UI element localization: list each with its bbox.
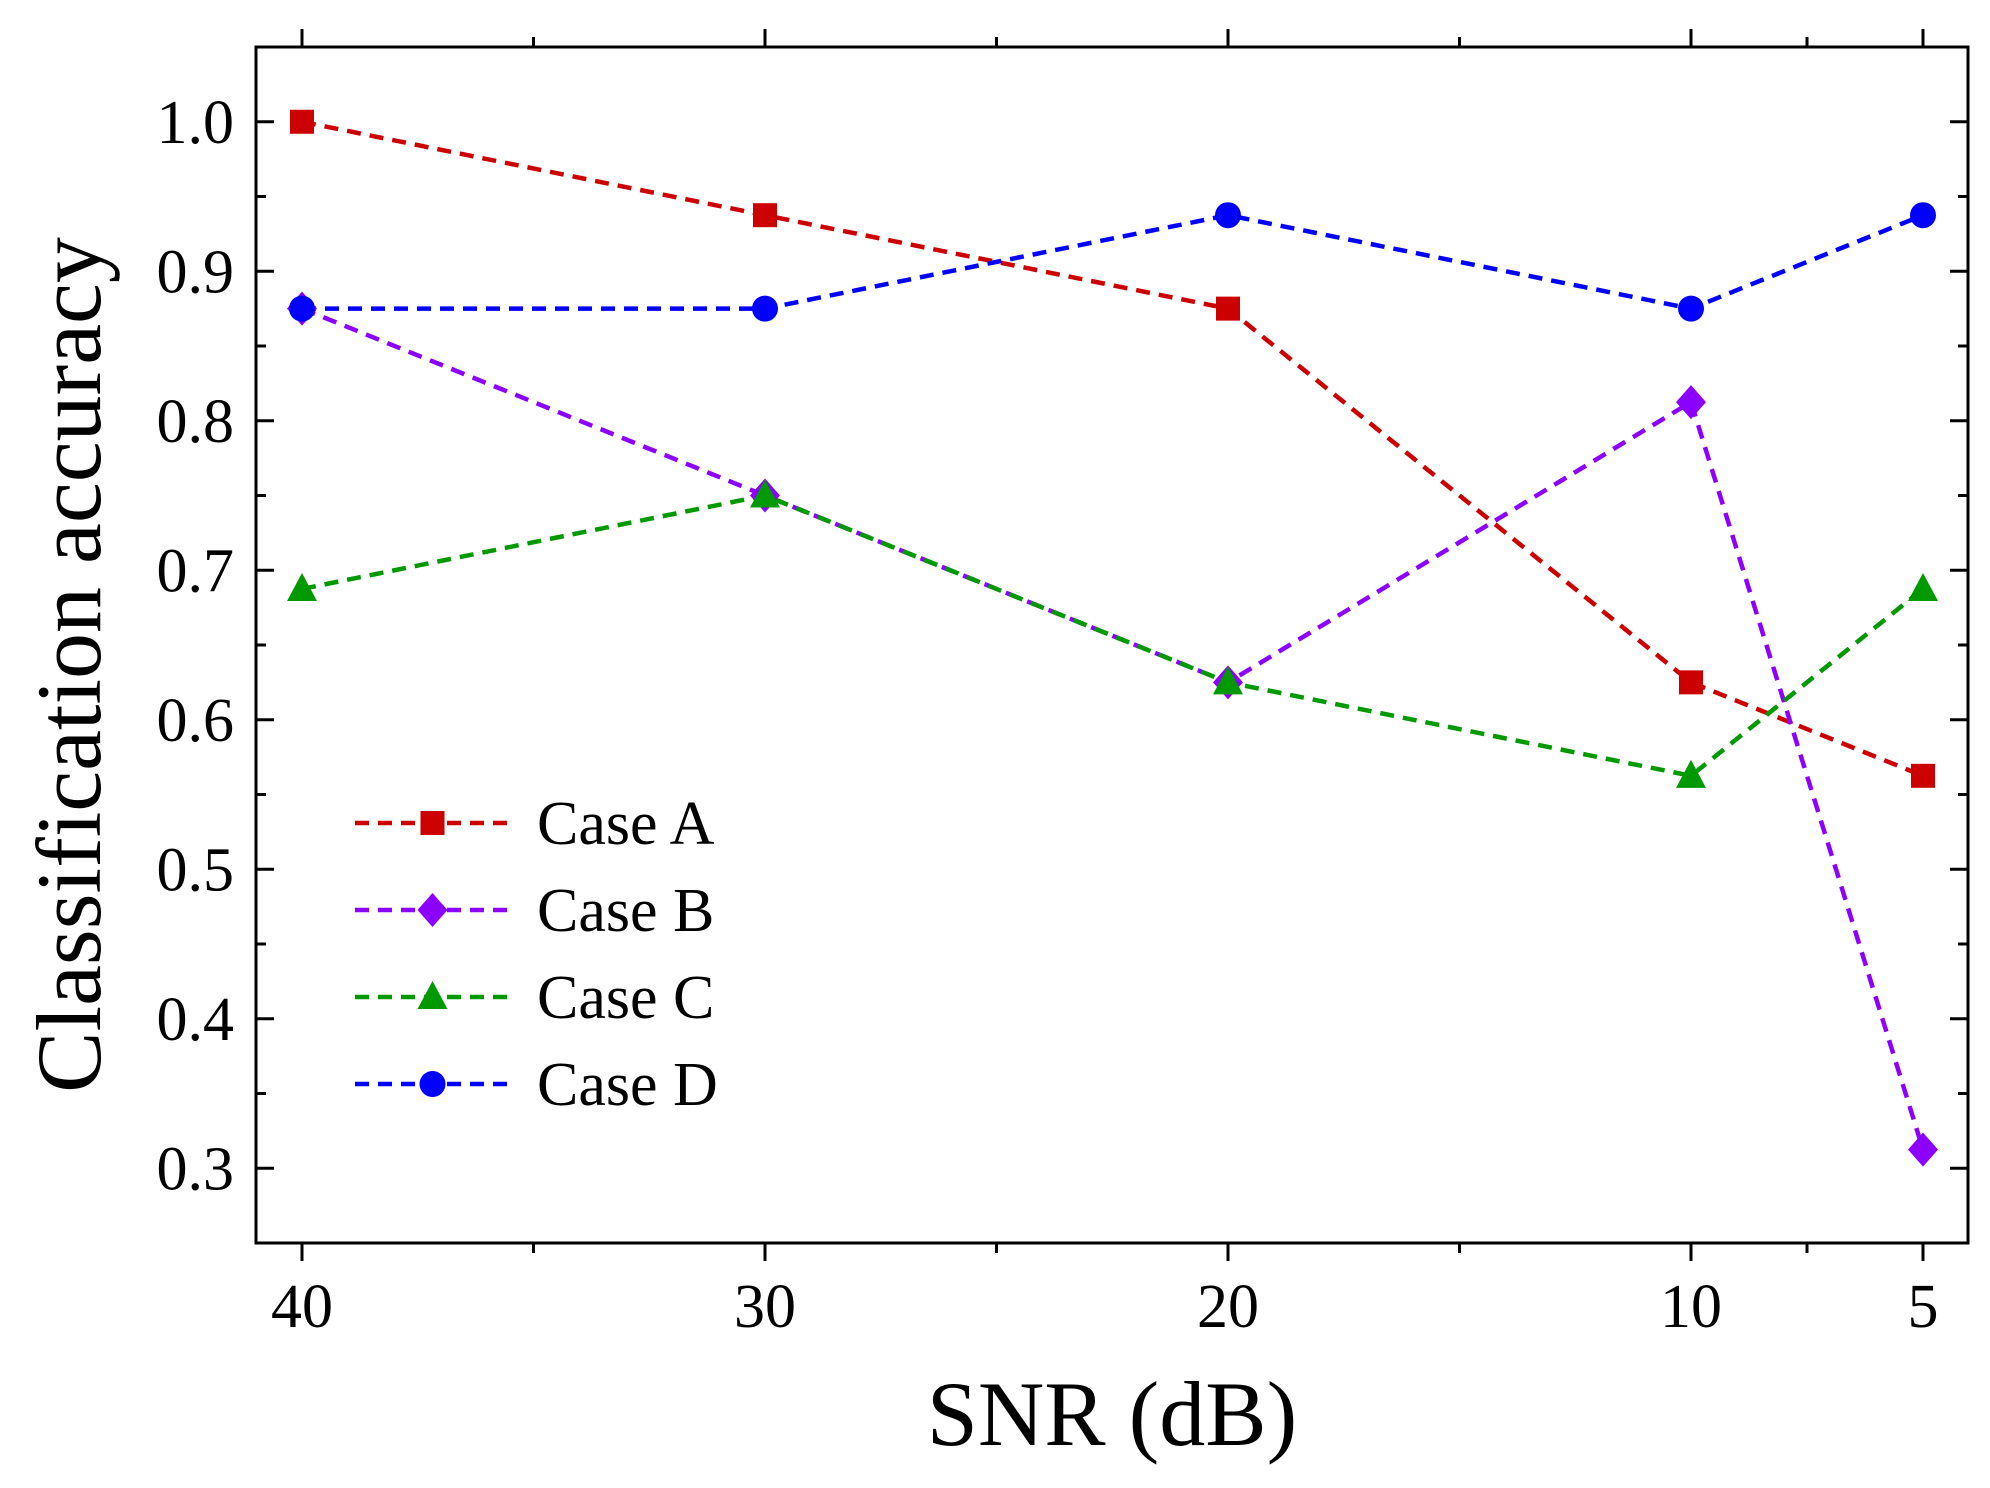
legend-label-case-c: Case C xyxy=(537,964,714,1032)
x-tick-label: 10 xyxy=(1660,1273,1722,1341)
legend-label-case-d: Case D xyxy=(537,1051,718,1119)
plot-frame xyxy=(254,45,1970,1245)
y-tick-label: 0.6 xyxy=(157,687,235,755)
legend: Case A Case B Case C Case D xyxy=(355,790,718,1119)
legend-label-case-b: Case B xyxy=(537,877,714,945)
series-line-case-d xyxy=(302,212,1924,311)
y-tick-label: 0.5 xyxy=(157,836,235,904)
data-point-case-a xyxy=(290,109,314,134)
axis-ticks xyxy=(256,29,1968,1261)
y-tick-label: 0.3 xyxy=(157,1135,235,1203)
data-point-case-b xyxy=(1676,385,1706,420)
data-point-case-c xyxy=(287,572,317,601)
data-point-case-c xyxy=(1676,759,1706,788)
legend-marker-case-b xyxy=(417,893,448,927)
data-point-case-a xyxy=(1911,763,1935,788)
tick-labels: 0.3 0.4 0.5 0.6 0.7 0.8 0.9 1.0 40 30 20 10 5 xyxy=(157,89,1939,1341)
legend-marker-case-a xyxy=(420,811,445,835)
series-line-case-c xyxy=(301,493,1925,779)
legend-marker-case-d xyxy=(419,1071,446,1097)
data-point-case-b xyxy=(1908,1132,1938,1167)
x-axis-title: SNR (dB) xyxy=(927,1363,1298,1465)
data-point-case-a xyxy=(1679,670,1703,695)
data-point-case-c xyxy=(1908,572,1938,601)
y-tick-label: 0.9 xyxy=(157,238,235,306)
data-point-case-d xyxy=(1910,202,1936,229)
legend-marker-case-c xyxy=(417,981,448,1009)
legend-label-case-a: Case A xyxy=(537,790,715,858)
y-tick-label: 1.0 xyxy=(157,89,235,157)
x-tick-label: 5 xyxy=(1908,1273,1939,1341)
y-tick-label: 0.8 xyxy=(157,388,235,456)
data-point-case-c xyxy=(1213,666,1243,695)
data-point-case-a xyxy=(1216,296,1240,321)
x-tick-label: 20 xyxy=(1197,1273,1259,1341)
series-markers xyxy=(287,109,1938,1167)
y-axis-title: Classification accuracy xyxy=(18,237,120,1093)
x-tick-label: 30 xyxy=(734,1273,796,1341)
data-point-case-d xyxy=(289,295,315,322)
y-tick-label: 0.7 xyxy=(157,537,235,605)
data-point-case-c xyxy=(750,479,780,508)
data-point-case-a xyxy=(753,203,777,228)
data-point-case-d xyxy=(752,295,778,322)
x-tick-label: 40 xyxy=(271,1273,333,1341)
data-point-case-d xyxy=(1215,202,1241,229)
y-tick-label: 0.4 xyxy=(157,986,235,1054)
data-point-case-d xyxy=(1678,295,1704,322)
